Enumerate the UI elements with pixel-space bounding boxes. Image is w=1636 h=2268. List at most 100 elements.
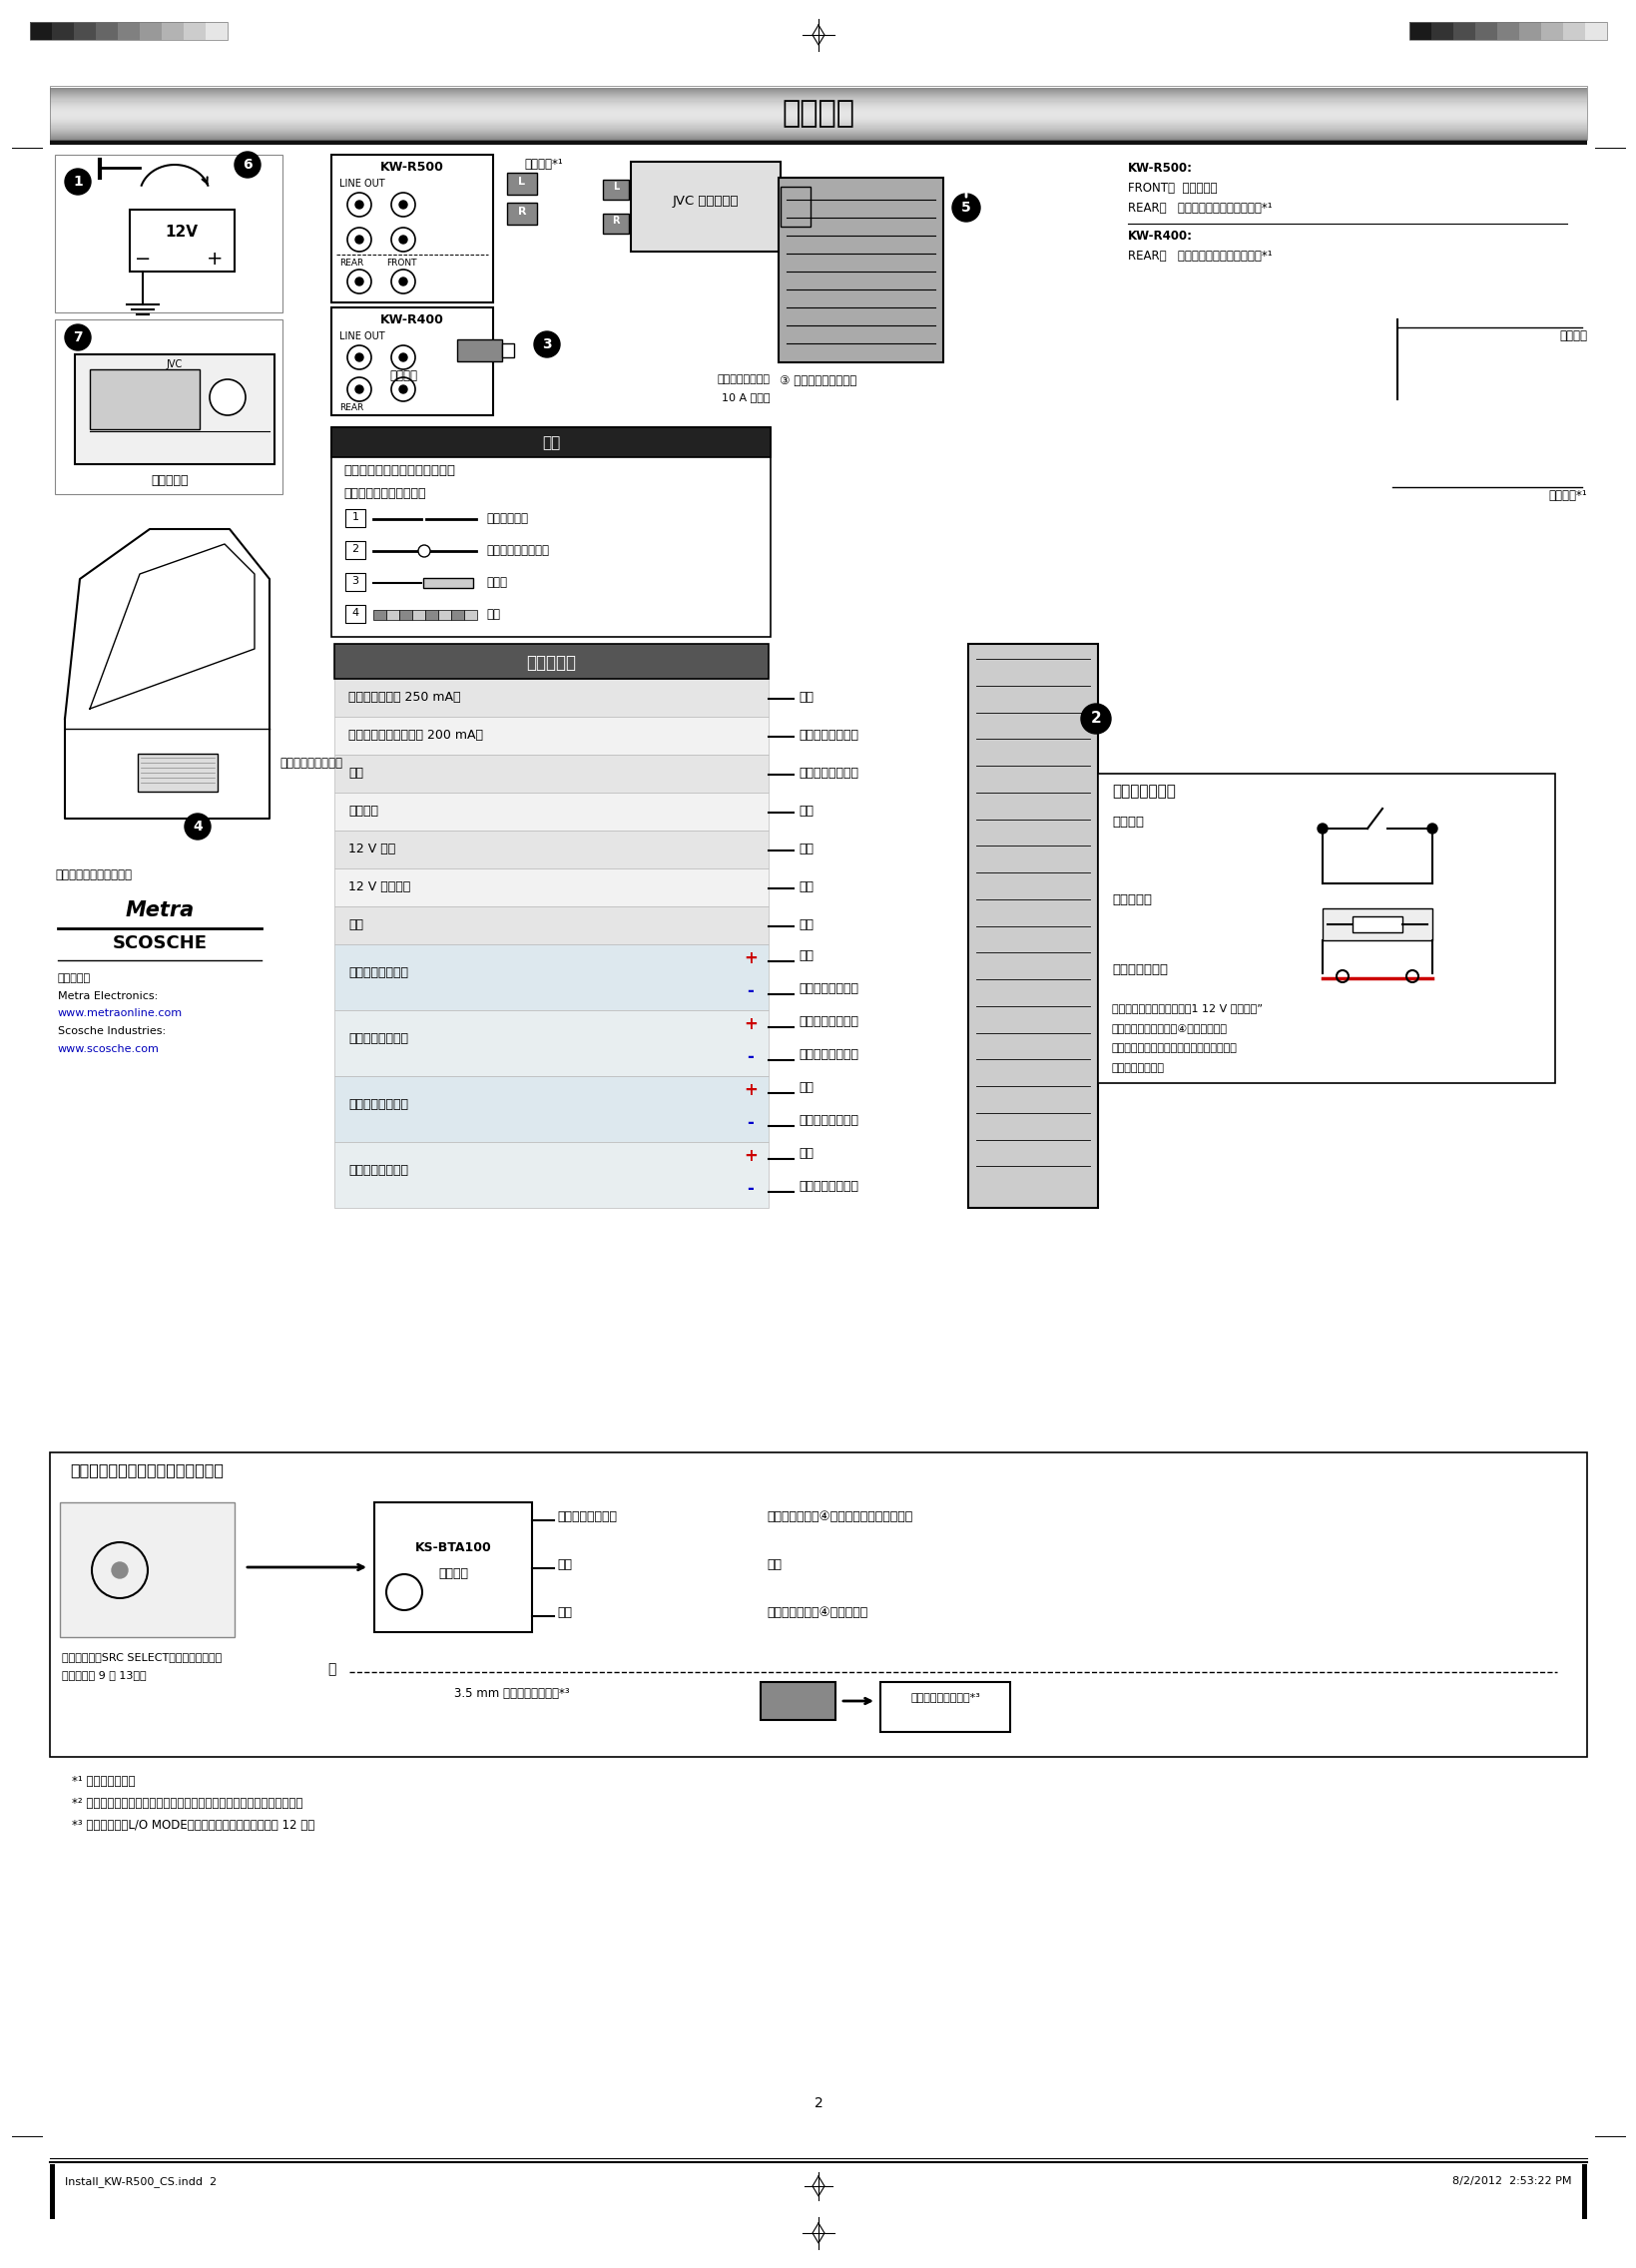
Text: -: - <box>746 1114 754 1132</box>
Text: 如果汽车的出厂配线束没有1 12 V 点火开关”: 如果汽车的出厂配线束没有1 12 V 点火开关” <box>1111 1002 1261 1014</box>
Bar <box>334 830 769 869</box>
Text: +: + <box>743 1148 757 1166</box>
Text: REAR: REAR <box>339 404 363 413</box>
Bar <box>139 23 162 41</box>
Bar <box>330 426 771 458</box>
Text: Metra: Metra <box>124 900 195 921</box>
Text: 2: 2 <box>813 2096 823 2109</box>
Text: R: R <box>517 206 525 218</box>
Text: 将相同颜色的导线连接在一起。: 将相同颜色的导线连接在一起。 <box>344 465 455 476</box>
Text: 地线: 地线 <box>766 1558 780 1572</box>
Circle shape <box>399 200 407 209</box>
Text: 接至附带电源线④的褐色导线: 接至附带电源线④的褐色导线 <box>766 1606 867 1619</box>
Text: 信号导线*¹: 信号导线*¹ <box>524 159 563 170</box>
Text: 注意: 注意 <box>542 435 560 451</box>
Bar <box>345 574 365 592</box>
Text: 电话静音: 电话静音 <box>348 805 378 816</box>
Text: 自动天线（最大 250 mA）: 自动天线（最大 250 mA） <box>348 692 460 703</box>
Bar <box>1098 773 1554 1084</box>
Bar <box>438 610 452 619</box>
Text: Scosche Industries:: Scosche Industries: <box>57 1025 165 1036</box>
Bar <box>129 209 234 272</box>
Text: +: + <box>743 950 757 966</box>
Text: 后置扬声器（右）: 后置扬声器（右） <box>348 1163 407 1177</box>
Text: 接至汽车保险丝单元（从保险丝接头附带的: 接至汽车保险丝单元（从保险丝接头附带的 <box>1111 1043 1237 1052</box>
Text: 7: 7 <box>74 331 82 345</box>
Text: 进行相应的《SRC SELECT》设定，参阅使用: 进行相应的《SRC SELECT》设定，参阅使用 <box>62 1651 222 1662</box>
Bar <box>1474 23 1497 41</box>
Bar <box>761 1683 834 1719</box>
Circle shape <box>391 227 416 252</box>
Text: 2: 2 <box>352 544 358 553</box>
Circle shape <box>234 152 260 177</box>
Text: 照明: 照明 <box>348 767 363 780</box>
Text: -: - <box>746 1048 754 1066</box>
Text: 焊接剂: 焊接剂 <box>486 576 507 590</box>
Text: SCOSCHE: SCOSCHE <box>113 934 208 953</box>
Text: 或: 或 <box>327 1662 335 1676</box>
Circle shape <box>65 324 90 349</box>
Bar <box>425 610 438 619</box>
Bar <box>1430 23 1453 41</box>
Circle shape <box>399 277 407 286</box>
Text: 出厂配线束（汽车）: 出厂配线束（汽车） <box>280 758 342 769</box>
Bar <box>345 508 365 526</box>
Text: 另外的红色导线: 另外的红色导线 <box>1111 964 1166 975</box>
Text: 蓝色: 蓝色 <box>798 692 813 703</box>
Bar <box>137 753 218 792</box>
Text: 功率放大器开启（最大 200 mA）: 功率放大器开启（最大 200 mA） <box>348 728 483 742</box>
Bar <box>75 354 275 465</box>
Circle shape <box>347 270 371 293</box>
Bar <box>1584 23 1607 41</box>
Bar <box>56 154 283 313</box>
Circle shape <box>347 345 371 370</box>
Circle shape <box>347 193 371 218</box>
Text: KS-BTA100: KS-BTA100 <box>414 1540 491 1554</box>
Text: 8/2/2012  2:53:22 PM: 8/2/2012 2:53:22 PM <box>1453 2177 1571 2186</box>
Circle shape <box>65 168 90 195</box>
Bar <box>49 86 1587 141</box>
Bar <box>452 610 465 619</box>
Bar <box>1580 2164 1587 2218</box>
Text: 4: 4 <box>193 819 203 835</box>
Bar <box>334 943 769 1009</box>
Text: *³ 进行相应的《L/O MODE》设定，参阅使用说明书的第 12 页。: *³ 进行相应的《L/O MODE》设定，参阅使用说明书的第 12 页。 <box>72 1819 314 1833</box>
Bar <box>183 23 206 41</box>
Text: 白色: 白色 <box>798 950 813 962</box>
Circle shape <box>399 386 407 392</box>
Bar <box>345 606 365 624</box>
Text: 黄色: 黄色 <box>798 841 813 855</box>
Text: 点火开关: 点火开关 <box>1111 816 1144 828</box>
Text: 本机后背接地端子: 本机后背接地端子 <box>717 374 771 383</box>
Text: 接至附带电源线④的蓝色（白色条纹）导线: 接至附带电源线④的蓝色（白色条纹）导线 <box>766 1510 911 1524</box>
Text: 另外红色导线）。: 另外红色导线）。 <box>1111 1064 1165 1073</box>
Text: Install_KW-R500_CS.indd  2: Install_KW-R500_CS.indd 2 <box>65 2177 216 2186</box>
Circle shape <box>1080 703 1111 735</box>
Text: 4: 4 <box>352 608 358 617</box>
Bar <box>507 202 537 225</box>
Text: KW-R500:: KW-R500: <box>1127 161 1193 175</box>
Bar <box>465 610 476 619</box>
Bar <box>334 869 769 907</box>
Text: REAR: REAR <box>339 259 363 268</box>
Text: 2: 2 <box>1090 712 1101 726</box>
Bar <box>345 542 365 558</box>
Bar <box>162 23 183 41</box>
Bar <box>334 1075 769 1143</box>
Circle shape <box>111 1563 128 1579</box>
Text: KW-R500: KW-R500 <box>380 161 443 175</box>
Bar <box>334 755 769 792</box>
Bar <box>49 141 1587 145</box>
Circle shape <box>355 277 363 286</box>
Text: 3.5 mm 立体声迣你型插头*³: 3.5 mm 立体声迣你型插头*³ <box>453 1687 569 1701</box>
Text: 遥控导线: 遥控导线 <box>1557 329 1587 342</box>
Text: Metra Electronics:: Metra Electronics: <box>57 991 157 1000</box>
Text: REAR：   后置扬声器或重低音扬声器*¹: REAR： 后置扬声器或重低音扬声器*¹ <box>1127 202 1271 215</box>
Bar <box>375 1501 532 1633</box>
Text: +: + <box>743 1082 757 1100</box>
Bar <box>502 342 514 358</box>
Bar <box>1539 23 1562 41</box>
Bar <box>373 610 386 619</box>
Text: +: + <box>743 1016 757 1034</box>
Text: 3: 3 <box>542 338 551 352</box>
